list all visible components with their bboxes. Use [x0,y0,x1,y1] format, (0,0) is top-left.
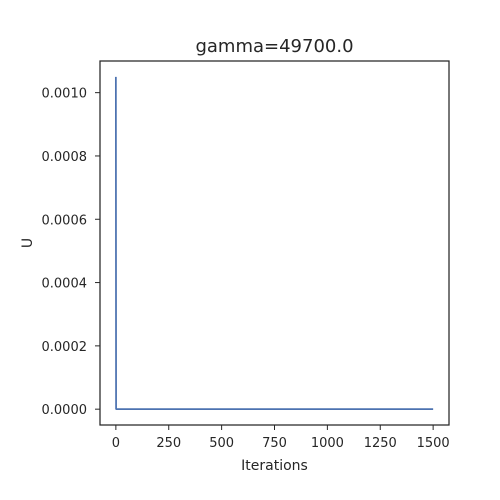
x-axis-ticks: 0 250 500 750 1000 1250 1500 [112,425,450,451]
x-axis-label: Iterations [241,458,308,474]
y-tick-label: 0.0000 [42,403,88,418]
series-line [114,76,434,411]
x-tick-label: 1250 [364,436,397,451]
series-group [114,76,434,411]
x-tick-label: 500 [209,436,234,451]
y-tick-label: 0.0002 [42,340,88,355]
y-tick-label: 0.0006 [42,213,88,228]
y-axis-ticks: 0.0000 0.0002 0.0004 0.0006 0.0008 0.0010 [42,87,100,418]
x-tick-label: 250 [156,436,181,451]
plot-frame [99,60,450,426]
y-tick-label: 0.0010 [42,87,88,102]
chart-title: gamma=49700.0 [195,36,353,57]
x-tick-label: 750 [262,436,287,451]
x-tick-label: 1500 [417,436,450,451]
y-tick-label: 0.0008 [42,150,88,165]
x-tick-label: 1000 [311,436,344,451]
y-axis-label: U [20,238,36,248]
y-tick-label: 0.0004 [42,277,88,292]
x-tick-label: 0 [112,436,120,451]
